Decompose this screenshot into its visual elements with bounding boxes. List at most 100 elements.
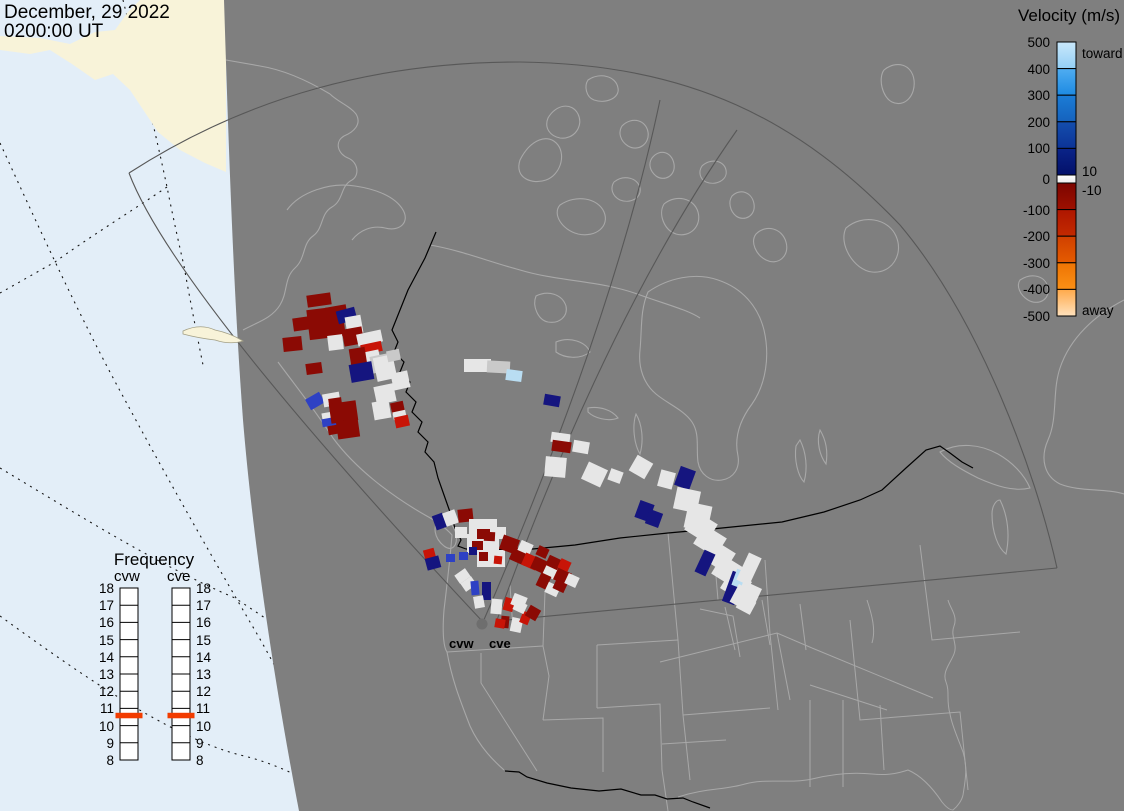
velocity-cell	[674, 465, 696, 491]
velocity-cell	[517, 539, 534, 556]
frequency-tick-label: 18	[196, 581, 212, 596]
velocity-cell	[505, 368, 523, 383]
velocity-cell	[459, 552, 468, 560]
colorbar-segment	[1056, 288, 1077, 317]
velocity-cell	[306, 292, 332, 308]
frequency-tick-label: 12	[196, 684, 212, 700]
velocity-cell	[735, 595, 757, 615]
velocity-cell	[545, 554, 562, 571]
frequency-tick-label: 16	[98, 615, 114, 631]
frequency-tick-label: 14	[196, 649, 212, 665]
radar-map-label-cve: cve	[489, 636, 511, 651]
velocity-cell	[348, 361, 375, 383]
frequency-tick-label: 17	[196, 598, 212, 614]
velocity-legend-title: Velocity (m/s)	[1017, 6, 1120, 25]
velocity-cell	[305, 391, 325, 411]
frequency-panel-title: Frequency	[113, 550, 195, 569]
velocity-cell	[572, 439, 590, 455]
velocity-cell	[644, 509, 664, 528]
velocity-cell	[441, 509, 460, 527]
velocity-tick-label: 0	[1042, 172, 1050, 187]
time-label: 0200:00 UT	[4, 21, 104, 42]
radar-fov-boundaries	[128, 61, 1058, 623]
frequency-tick-label: 12	[98, 684, 114, 700]
velocity-cell	[348, 346, 368, 368]
velocity-cell	[390, 370, 411, 391]
frequency-tick-label: 15	[196, 632, 212, 648]
velocity-cell	[483, 531, 496, 542]
frequency-tick-label: 11	[99, 701, 114, 717]
frequency-tick-label: 8	[106, 753, 114, 768]
velocity-cell	[494, 618, 506, 629]
velocity-cell	[477, 529, 490, 539]
velocity-cell	[454, 568, 471, 584]
velocity-tick-label: 300	[1027, 88, 1050, 104]
velocity-cell	[736, 552, 762, 586]
velocity-cell	[580, 461, 609, 488]
date-label: December, 29 2022	[4, 2, 170, 23]
colorbar-segment	[1056, 174, 1077, 184]
night-shade	[224, 0, 1124, 811]
frequency-tick-label: 17	[98, 598, 114, 614]
colorbar-segment	[1056, 41, 1077, 70]
velocity-cell	[473, 595, 485, 609]
velocity-cell	[373, 383, 397, 405]
velocity-tick-label: -100	[1022, 202, 1050, 218]
velocity-data-cells	[282, 292, 762, 633]
velocity-cell	[628, 454, 654, 480]
velocity-colorbar	[1056, 41, 1077, 317]
state-borders	[446, 528, 1021, 811]
velocity-tick-label: -300	[1022, 255, 1050, 271]
velocity-cell	[493, 555, 503, 565]
velocity-cell	[551, 439, 572, 454]
velocity-cell	[327, 334, 344, 351]
velocity-cell	[469, 547, 477, 555]
velocity-cell	[524, 604, 542, 622]
velocity-cell	[394, 414, 410, 429]
frequency-tick-label: 8	[196, 753, 204, 768]
alaska-daylit-land	[0, 0, 226, 172]
velocity-cell	[607, 468, 624, 484]
frequency-marker-cve	[167, 712, 195, 719]
frequency-marker-cvw	[115, 712, 143, 719]
frequency-tick-label: 10	[196, 718, 212, 734]
coastlines	[225, 59, 1124, 771]
frequency-tick-label: 9	[106, 735, 114, 751]
radar-site-dot	[476, 618, 488, 630]
aleutian-island-sliver	[182, 326, 244, 344]
colorbar-segment	[1056, 209, 1077, 237]
velocity-cell	[535, 545, 550, 559]
colorbar-segment	[1056, 94, 1077, 123]
frequency-tick-label: 11	[196, 701, 211, 717]
colorbar-segment	[1056, 147, 1077, 176]
velocity-cell	[694, 549, 716, 577]
away-label: away	[1082, 303, 1114, 318]
velocity-cell	[385, 348, 402, 363]
velocity-cell	[282, 336, 303, 352]
velocity-cell	[464, 359, 491, 372]
velocity-cell	[328, 400, 359, 424]
velocity-cell	[460, 576, 477, 592]
velocity-cell	[470, 580, 480, 596]
velocity-cell	[544, 456, 567, 478]
velocity-tick-label: 400	[1027, 61, 1050, 77]
frequency-tick-label: 16	[196, 615, 212, 631]
velocity-cell	[657, 469, 676, 490]
frequency-tick-label: 10	[98, 718, 114, 734]
radar-map-label-cvw: cvw	[449, 636, 474, 651]
frequency-tick-label: 18	[98, 581, 114, 596]
frequency-tick-label: 14	[98, 649, 114, 665]
frequency-column-label-cvw: cvw	[114, 568, 140, 585]
velocity-cell	[371, 399, 392, 421]
velocity-cell	[455, 527, 467, 538]
colorbar-segment	[1056, 235, 1077, 264]
velocity-cell	[482, 582, 491, 600]
velocity-cell	[446, 554, 455, 562]
velocity-cell	[552, 578, 568, 594]
frequency-tick-label: 9	[196, 735, 204, 751]
frequency-column-label-cve: cve	[167, 568, 191, 585]
velocity-cell	[543, 393, 561, 408]
velocity-tick-label: 500	[1027, 35, 1050, 50]
upper-threshold-label: 10	[1082, 164, 1098, 179]
